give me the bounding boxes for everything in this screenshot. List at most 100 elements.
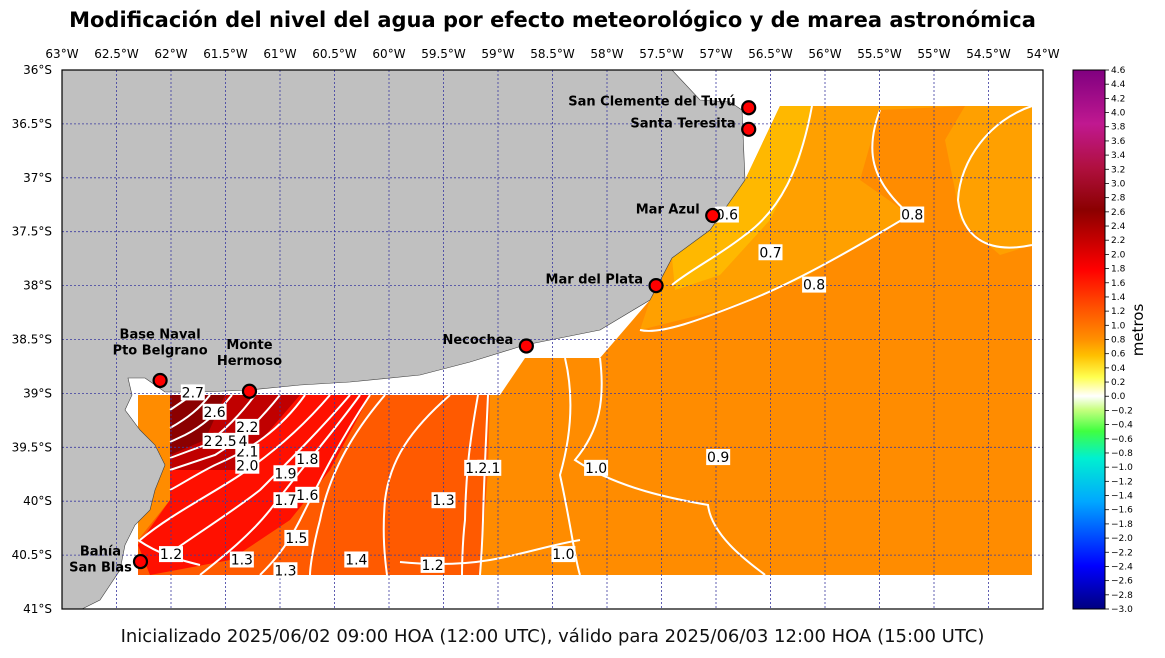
colorbar-tick-label: 3.0 [1111,179,1126,189]
contour-label-text: 1.0 [585,461,607,477]
contour-label: 2.7 [180,384,205,401]
contour-label-text: 1.2 [465,461,487,477]
colorbar-tick-label: 4.4 [1111,80,1126,90]
contour-label: 0.9 [706,449,731,466]
contour-label-bg [464,459,489,476]
lon-tick-label: 63°W [45,47,78,61]
contour-label: 2.0 [235,457,260,475]
colorbar-tick-label: −0.2 [1111,406,1133,416]
colorbar-tick-label: 0.0 [1111,392,1126,402]
contour-label-bg [551,546,576,563]
colorbar-tick-label: −0.8 [1111,449,1133,459]
city-dot [741,100,757,116]
lat-tick-label: 38.5°S [12,333,52,347]
contour-label: 0.6 [714,206,739,224]
colorbar-tick-label: 1.2 [1111,307,1125,317]
contour-label-text: 2.0 [236,459,258,475]
colorbar-tick-label: 3.4 [1111,151,1126,161]
colorbar-tick-label: 2.6 [1111,208,1126,218]
contour-label: 2.5 [213,432,238,450]
surge-zone-0p8 [640,106,1032,330]
contour-label-text: 1.2 [160,547,182,563]
lat-tick-label: 36°S [23,63,52,77]
contour-label-bg [706,449,731,466]
city-marker: Mar del Plata [546,273,664,294]
colorbar-tick-label: 4.2 [1111,94,1125,104]
lat-tick-label: 36.5°S [12,117,52,131]
contour-label-text: 2.7 [182,385,204,401]
city-marker: Mar Azul [636,203,721,224]
lon-tick-label: 55°W [917,47,950,61]
contour-label-text: 0.8 [803,278,825,294]
city-marker: San Clemente del Tuyú [568,95,757,116]
lat-tick-label: 38°S [23,279,52,293]
colorbar-tick-label: 1.6 [1111,279,1126,289]
city-marker: Santa Teresita [630,116,757,137]
contour-label: 1.6 [295,486,320,504]
lon-tick-label: 62°W [154,47,187,61]
city-label: Santa Teresita [630,116,735,131]
lon-tick-label: 56.5°W [748,47,793,61]
city-label: Mar Azul [636,203,700,218]
longitude-labels: 63°W 62.5°W 62°W 61.5°W 61°W 60.5°W 60°W 59.5°W… [45,47,1059,61]
footer-validity: Inicializado 2025/06/02 09:00 HOA (12:00… [120,626,985,647]
contour-label-bg [284,529,309,546]
colorbar-tick-label: −1.6 [1111,506,1133,516]
contour-label-text: 0.6 [716,208,738,224]
contour-label-bg [273,465,298,482]
contour-label-text: 1.2 [421,558,443,574]
city-dot [518,338,534,354]
colorbar-tick-label: 2.2 [1111,236,1125,246]
colorbar-tick-label: 0.6 [1111,350,1126,360]
lon-tick-label: 60°W [372,47,405,61]
contour-label-text: 1.7 [274,493,296,509]
lon-tick-label: 61.5°W [203,47,248,61]
contour-label: 1.7 [273,492,298,509]
city-dot [152,372,168,389]
city-marker: Base Naval Pto Belgrano [113,327,208,389]
colorbar-tick-label: 2.4 [1111,222,1126,232]
contour-label: 1.5 [284,529,309,547]
contour-label-text: 0.7 [759,245,781,261]
colorbar-tick-label: 0.8 [1111,336,1126,346]
colorbar-tick-label: −2.4 [1111,562,1133,572]
contour-label: 0.8 [900,206,925,224]
contour-label-bg [900,206,925,223]
city-dot [648,278,664,294]
lon-tick-label: 54°W [1026,47,1059,61]
map-title: Modificación del nivel del agua por efec… [69,8,1036,32]
contour-label: 1.3 [273,562,298,579]
contour-label: 2.6 [202,403,227,421]
contour-label-text: 1.5 [285,531,307,547]
contour-label: 1.4 [344,551,369,568]
colorbar-tick-label: 4.0 [1111,109,1126,119]
contour-label: 1.9 [273,465,298,482]
contour-label: 1.8 [295,451,320,468]
contour-label: 1.3 [229,551,254,568]
contour-label-text: 1.8 [296,452,318,468]
contour-label: 2.2 [235,418,260,436]
contour-label-text: 1.3 [231,552,253,568]
contour-label-text: 1.0 [552,547,574,563]
city-marker: Necochea [442,333,534,354]
colorbar-tick-label: −2.6 [1111,577,1133,587]
contour-label-bg [273,562,298,579]
contour-label-text: 1.3 [274,563,296,579]
lon-tick-label: 60.5°W [312,47,357,61]
latitude-labels: 36°S 36.5°S 37°S 37.5°S 38°S 38.5°S 39°S 39.5°S… [12,63,52,616]
lon-tick-label: 61°W [263,47,296,61]
colorbar [1072,69,1106,610]
contour-label-text: 1.6 [296,488,318,504]
contour-labels: 0.60.70.80.80.91.01.01.11.21.21.21.31.31… [159,206,925,579]
contour-label-text: 0.9 [707,450,729,466]
colorbar-tick-label: −2.8 [1111,591,1133,601]
colorbar-tick-label: −1.2 [1111,477,1133,487]
colorbar-tick-label: 4.6 [1111,66,1126,76]
contour-label: 0.7 [758,244,783,261]
lat-tick-label: 39.5°S [12,440,52,454]
contour-label-bg [295,486,320,503]
colorbar-tick-label: 1.8 [1111,265,1126,275]
contour-label-bg [295,451,320,468]
city-label: Monte Hermoso [217,338,282,369]
